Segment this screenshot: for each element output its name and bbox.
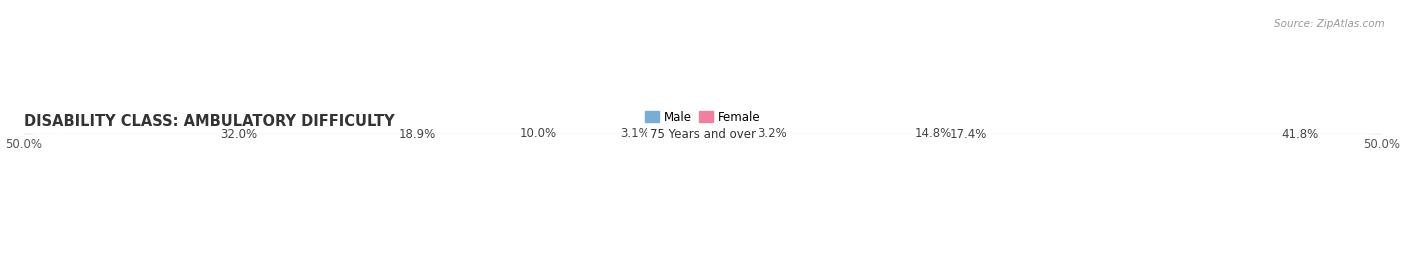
- Text: 5 to 17 Years: 5 to 17 Years: [665, 127, 741, 140]
- Text: 3.2%: 3.2%: [758, 128, 787, 140]
- Text: 14.8%: 14.8%: [915, 128, 952, 140]
- Text: 0.0%: 0.0%: [657, 127, 686, 140]
- Text: Source: ZipAtlas.com: Source: ZipAtlas.com: [1274, 19, 1385, 29]
- Text: 75 Years and over: 75 Years and over: [650, 128, 756, 141]
- Text: 41.8%: 41.8%: [1281, 128, 1319, 141]
- Text: 18.9%: 18.9%: [398, 128, 436, 140]
- Text: DISABILITY CLASS: AMBULATORY DIFFICULTY: DISABILITY CLASS: AMBULATORY DIFFICULTY: [24, 114, 395, 129]
- Text: 35 to 64 Years: 35 to 64 Years: [661, 128, 745, 140]
- Text: 3.1%: 3.1%: [620, 128, 650, 140]
- Text: 65 to 74 Years: 65 to 74 Years: [661, 128, 745, 140]
- Text: 18 to 34 Years: 18 to 34 Years: [661, 128, 745, 140]
- Text: 32.0%: 32.0%: [221, 128, 257, 141]
- Text: 17.4%: 17.4%: [950, 128, 987, 140]
- Legend: Male, Female: Male, Female: [641, 106, 765, 128]
- Text: 10.0%: 10.0%: [519, 128, 557, 140]
- Text: 0.0%: 0.0%: [720, 127, 749, 140]
